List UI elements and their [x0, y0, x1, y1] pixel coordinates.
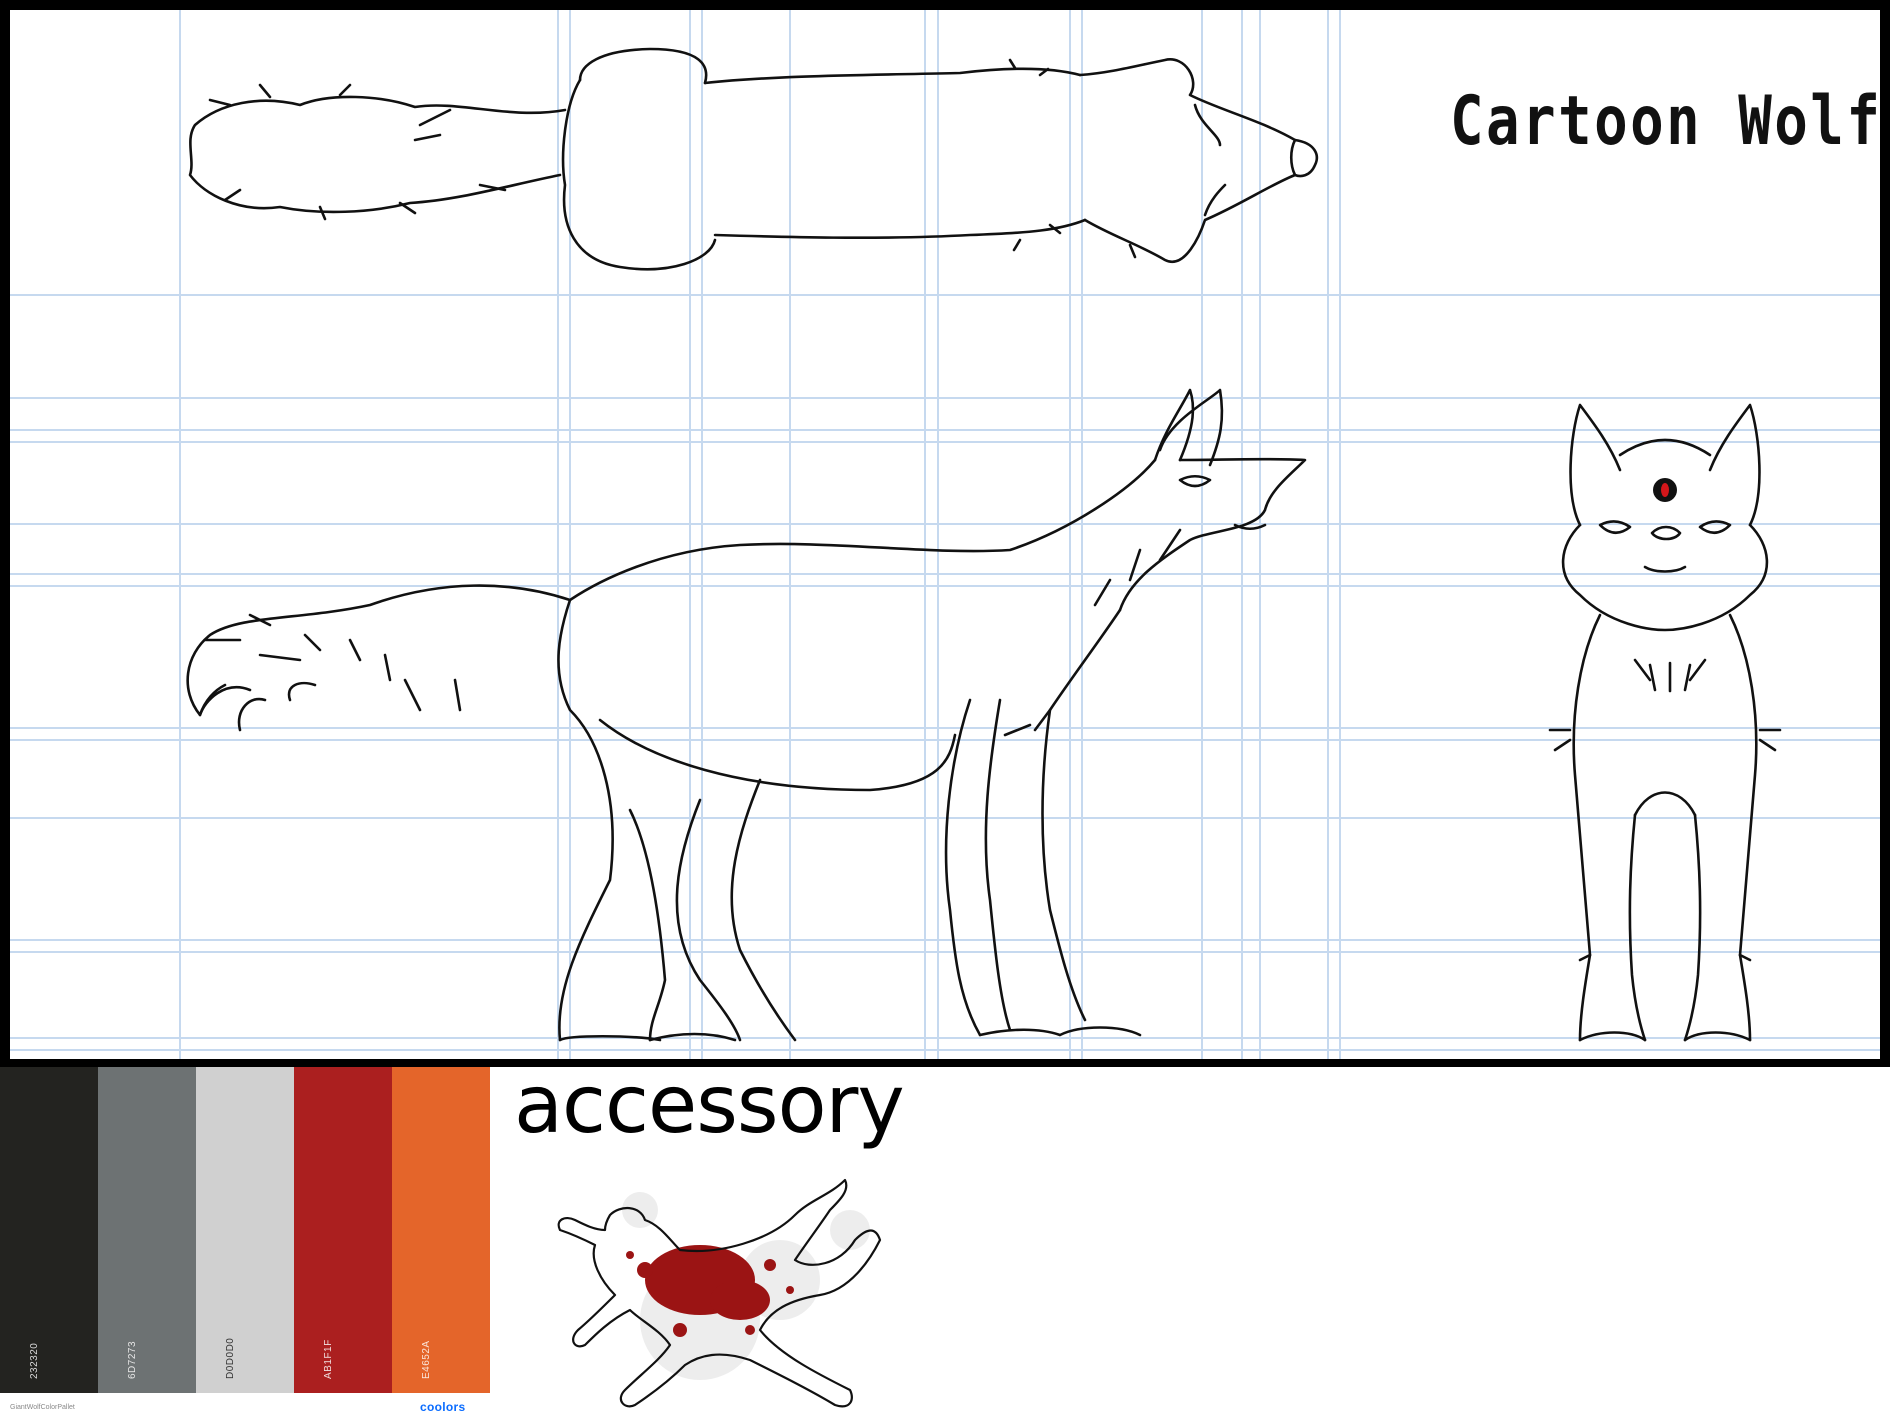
- swatch-1-code: 232320: [29, 1342, 40, 1379]
- chalk-outline-body-icon: [557, 1178, 882, 1408]
- construction-grid: [10, 10, 1880, 1059]
- wolf-front-view: [1548, 403, 1782, 1042]
- swatch-5: E4652A: [392, 1067, 490, 1393]
- swatch-1: 232320: [0, 1067, 98, 1393]
- coolors-logo: coolors: [420, 1400, 466, 1414]
- swatch-2: 6D7273: [98, 1067, 196, 1393]
- character-sheet: Cartoon Wolf: [10, 10, 1880, 1059]
- palette-name: GiantWolfColorPallet: [10, 1404, 75, 1411]
- color-palette: 232320 6D7273 D0D0D0 AB1F1F E4652A Giant…: [0, 1067, 490, 1417]
- swatch-5-code: E4652A: [421, 1340, 432, 1379]
- accessory-label: accessory: [514, 1058, 905, 1151]
- swatch-4-code: AB1F1F: [323, 1339, 334, 1379]
- sheet-title: Cartoon Wolf: [1450, 82, 1880, 161]
- swatch-2-code: 6D7273: [127, 1340, 138, 1379]
- wolf-side-view: [186, 388, 1307, 1042]
- swatch-3-code: D0D0D0: [225, 1337, 236, 1379]
- swatch-4: AB1F1F: [294, 1067, 392, 1393]
- swatch-3: D0D0D0: [196, 1067, 294, 1393]
- wolf-top-view: [188, 47, 1319, 271]
- character-sheet-frame: Cartoon Wolf: [0, 0, 1890, 1067]
